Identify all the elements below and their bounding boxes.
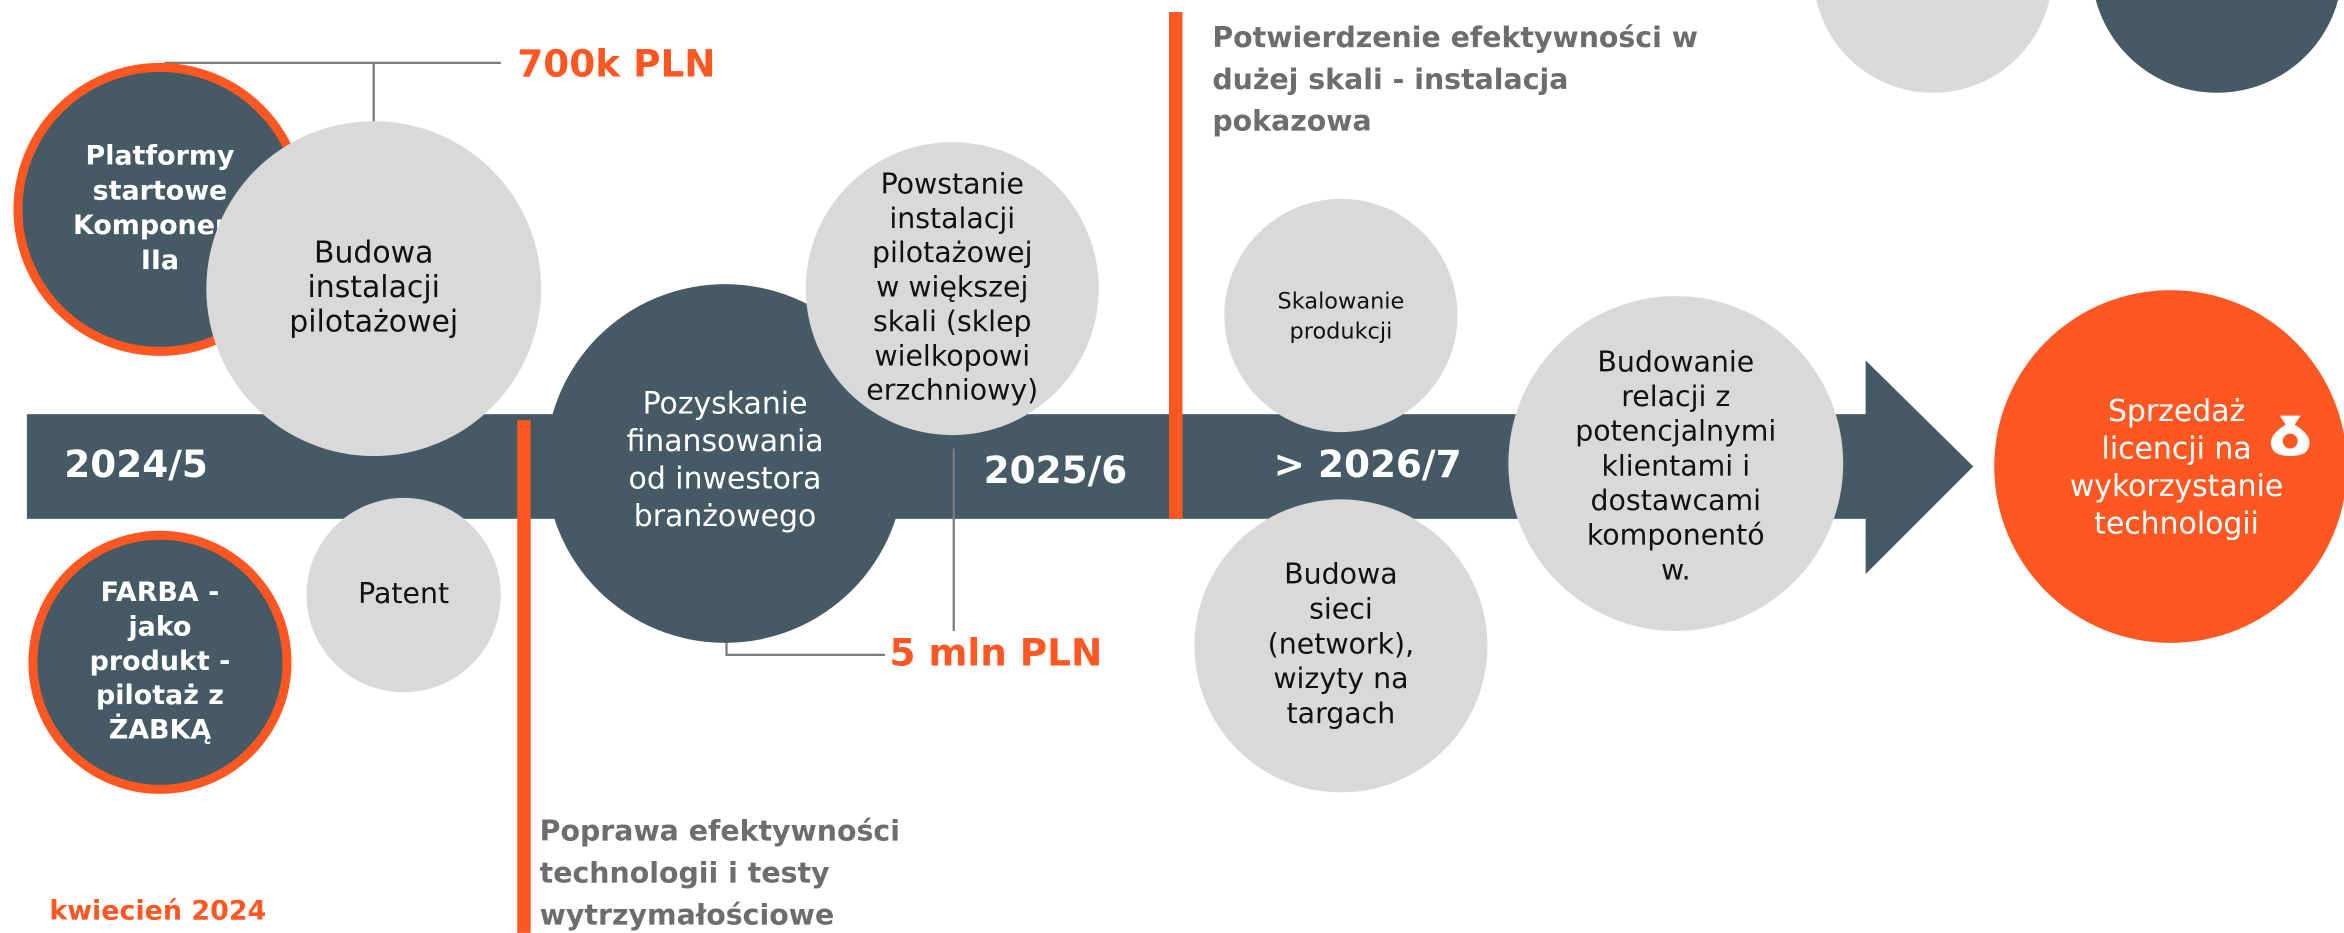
node-circle — [1194, 499, 1488, 793]
milestone-date: 2025/6 — [984, 448, 1128, 492]
funding-amount: 700k PLN — [517, 41, 715, 85]
node-label: IIa — [141, 245, 179, 276]
node-label: FARBA - — [101, 577, 220, 608]
milestone-date: > 2026/7 — [1274, 442, 1462, 486]
node-label: Budowa — [314, 236, 433, 271]
node-label: potencjalnymi — [1575, 415, 1776, 448]
node-label: pilotaż z — [96, 680, 224, 711]
funding-amount: 5 mln PLN — [889, 630, 1102, 674]
node-label: erzchniowy) — [866, 374, 1038, 407]
node-circle — [545, 284, 905, 643]
partial-circle — [2095, 0, 2339, 93]
node-label: wizyty na — [1273, 662, 1408, 695]
note-text: dużej skali - instalacja — [1212, 63, 1568, 96]
node-label: sieci — [1309, 592, 1373, 625]
node-label: Budowanie — [1597, 345, 1754, 378]
node-label: wykorzystanie — [2070, 469, 2283, 504]
node-label: dostawcami — [1591, 484, 1761, 517]
note-text: wytrzymałościowe — [540, 898, 835, 931]
node-label: instalacji — [889, 202, 1015, 235]
node-label: produkt - — [90, 646, 231, 677]
orange-bar — [1169, 12, 1183, 519]
node-label: w. — [1661, 553, 1691, 586]
node-label: pilotażowej — [289, 304, 458, 339]
node: Patent — [306, 497, 501, 693]
money-bag-icon — [2270, 415, 2310, 457]
note-text: Poprawa efektywności — [540, 815, 900, 848]
node-label: Platformy — [85, 141, 234, 172]
node-label: w większej — [876, 271, 1028, 304]
node-label: Skalowanie — [1278, 289, 1405, 315]
note-text: Potwierdzenie efektywności w — [1212, 21, 1698, 54]
note-text: technologii i testy — [540, 857, 830, 890]
node-circle — [1224, 198, 1458, 433]
node-label: Pozyskanie — [643, 387, 808, 422]
note-text: pokazowa — [1212, 105, 1371, 138]
node-label: wielkopowi — [874, 339, 1030, 372]
node-label: relacji z — [1621, 380, 1730, 413]
node-circle — [206, 121, 542, 457]
node-label: startowe — [93, 175, 228, 206]
node: Skalowanie produkcji — [1224, 198, 1458, 433]
node-label: pilotażowej — [872, 236, 1033, 269]
arrow-head — [1865, 360, 1974, 575]
node-circle — [306, 497, 501, 693]
partial-circle — [1816, 0, 2050, 93]
node-label: Powstanie — [881, 167, 1024, 200]
node-label: instalacji — [307, 270, 439, 305]
node-circle — [1508, 296, 1844, 631]
node-label: targach — [1287, 697, 1396, 730]
node-label: skali (sklep — [873, 305, 1032, 338]
node-label: klientami i — [1601, 449, 1750, 482]
node-circle — [1994, 290, 2344, 643]
node-circle — [805, 142, 1099, 436]
node-circle — [28, 530, 292, 794]
node-label: Sprzedaż — [2108, 394, 2245, 429]
node-label: technologii — [2094, 506, 2259, 541]
node-label: komponentó — [1587, 519, 1765, 552]
node-label: produkcji — [1290, 318, 1393, 344]
node-label: branżowego — [634, 499, 817, 534]
milestone-date: 2024/5 — [64, 442, 208, 486]
node-label: ŻABKĄ — [109, 714, 212, 746]
node-label: od inwestora — [629, 461, 822, 496]
node-label: licencji na — [2102, 432, 2252, 467]
orange-bar — [517, 420, 531, 933]
icon-coin — [2282, 433, 2298, 449]
node-label: jako — [127, 611, 191, 642]
date-note: kwiecień 2024 — [49, 895, 266, 926]
node-label: finansowania — [626, 424, 823, 459]
node-label: Patent — [358, 577, 449, 610]
node-label: (network), — [1268, 627, 1414, 660]
node-label: Budowa — [1284, 558, 1397, 591]
